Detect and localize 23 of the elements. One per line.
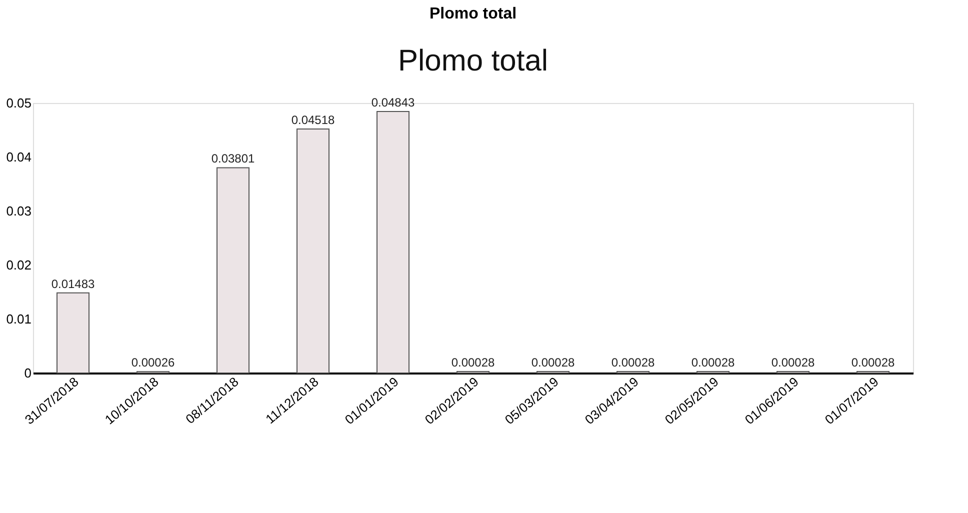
bar: [56, 292, 90, 374]
y-tick-label: 0.03: [6, 204, 32, 218]
chart-title: Plomo total: [429, 5, 517, 22]
data-label: 0.01483: [51, 276, 96, 291]
y-tick-label: 0: [24, 366, 32, 380]
data-label: 0.00028: [851, 355, 896, 370]
bar: [216, 167, 250, 374]
y-tick-label: 0.02: [6, 258, 32, 272]
data-label: 0.00028: [771, 355, 816, 370]
data-label: 0.00028: [451, 355, 496, 370]
y-tick-label: 0.05: [6, 96, 32, 110]
y-tick-label: 0.01: [6, 312, 32, 326]
data-label: 0.00026: [131, 356, 176, 370]
data-label: 0.04518: [291, 113, 336, 128]
y-tick-label: 0.04: [6, 150, 32, 164]
data-label: 0.00028: [611, 355, 656, 370]
chart-subtitle: Plomo total: [398, 44, 548, 78]
data-label: 0.00028: [531, 355, 576, 370]
data-label: 0.04843: [371, 95, 416, 110]
data-label: 0.03801: [211, 152, 256, 166]
data-label: 0.00028: [691, 355, 736, 370]
bar: [376, 110, 410, 374]
bar: [296, 128, 330, 374]
